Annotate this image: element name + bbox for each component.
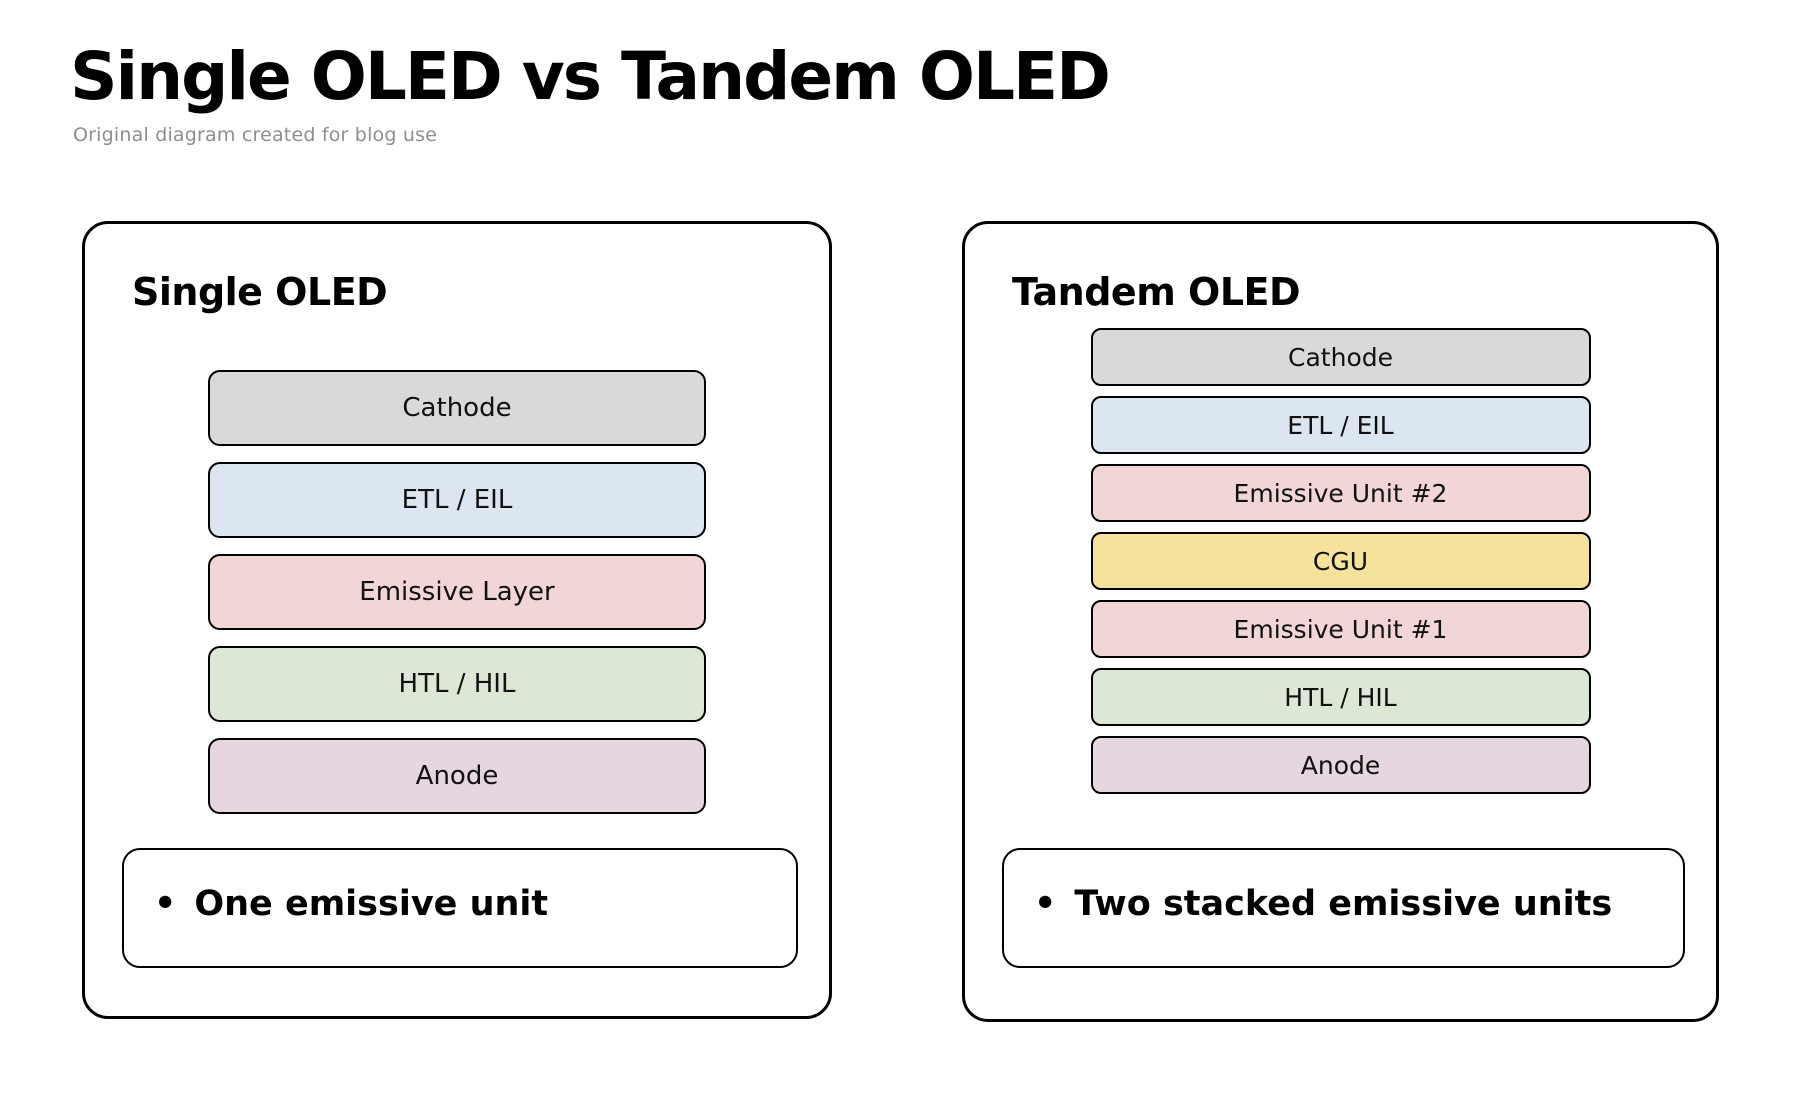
layer-emissive-unit-1: Emissive Unit #1 [1090, 600, 1591, 658]
layer-cathode: Cathode [208, 370, 706, 446]
layer-htl-hil: HTL / HIL [208, 646, 706, 722]
layer-emissive-layer: Emissive Layer [208, 554, 706, 630]
layer-cgu: CGU [1090, 532, 1591, 590]
tandem-oled-note-text: Two stacked emissive units [1074, 884, 1613, 924]
tandem-oled-panel: Tandem OLED Cathode ETL / EIL Emissive U… [962, 221, 1719, 1022]
single-oled-panel-title: Single OLED [132, 270, 388, 314]
layer-anode: Anode [208, 738, 706, 814]
single-oled-note: • One emissive unit [122, 848, 798, 968]
tandem-oled-note: • Two stacked emissive units [1002, 848, 1685, 968]
tandem-oled-panel-title: Tandem OLED [1012, 270, 1301, 314]
layer-etl-eil: ETL / EIL [208, 462, 706, 538]
bullet-icon: • [154, 884, 177, 924]
layer-htl-hil: HTL / HIL [1090, 668, 1591, 726]
layer-anode: Anode [1090, 736, 1591, 794]
layer-etl-eil: ETL / EIL [1090, 396, 1591, 454]
bullet-icon: • [1034, 884, 1057, 924]
single-oled-note-text: One emissive unit [194, 884, 549, 924]
single-oled-panel: Single OLED Cathode ETL / EIL Emissive L… [82, 221, 832, 1019]
tandem-oled-layer-stack: Cathode ETL / EIL Emissive Unit #2 CGU E… [965, 328, 1716, 794]
layer-emissive-unit-2: Emissive Unit #2 [1090, 464, 1591, 522]
layer-cathode: Cathode [1090, 328, 1591, 386]
single-oled-layer-stack: Cathode ETL / EIL Emissive Layer HTL / H… [85, 370, 829, 814]
page-subtitle: Original diagram created for blog use [73, 124, 438, 146]
page-title: Single OLED vs Tandem OLED [70, 38, 1111, 115]
